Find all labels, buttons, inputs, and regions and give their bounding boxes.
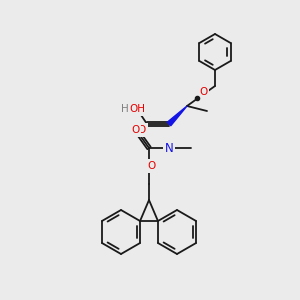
Text: O: O <box>138 125 146 135</box>
Text: O: O <box>131 125 139 135</box>
Text: O: O <box>148 161 156 171</box>
Text: OH: OH <box>129 104 145 114</box>
Text: O: O <box>199 87 207 97</box>
Text: N: N <box>165 142 173 154</box>
Text: H: H <box>121 104 129 114</box>
Polygon shape <box>167 106 187 126</box>
